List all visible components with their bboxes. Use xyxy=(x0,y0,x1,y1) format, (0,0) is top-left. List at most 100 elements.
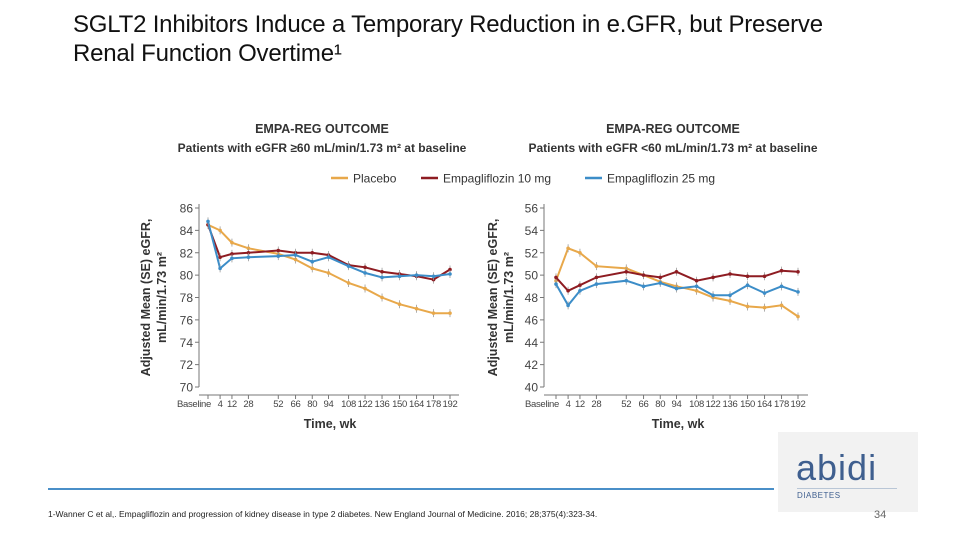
panel2-y-tick-label: 52 xyxy=(525,246,539,260)
panel1-y-tick-label: 80 xyxy=(180,269,194,283)
panel1-x-tick-label: 150 xyxy=(392,399,407,410)
panel2-series-placebo-point xyxy=(796,314,800,319)
panel2-series-empagliflozin-25-mg-point xyxy=(624,278,629,283)
panel1-x-tick-label: 136 xyxy=(375,399,390,410)
panel1-x-tick-label: 66 xyxy=(291,399,301,410)
panel1-series-empagliflozin-25-mg-point xyxy=(218,266,222,271)
logo-underline xyxy=(797,488,897,489)
panel1-x-tick-label: 108 xyxy=(341,399,356,410)
panel1-y-tick-label: 84 xyxy=(180,224,194,238)
panel2-series-empagliflozin-10-mg-point xyxy=(641,273,646,277)
panel2-series-empagliflozin-25-mg-point xyxy=(641,284,646,289)
panel1-series-empagliflozin-25-mg-point xyxy=(310,259,315,264)
panel2-series-empagliflozin-10-mg-point xyxy=(745,274,750,279)
legend-placebo-label: Placebo xyxy=(353,172,397,186)
panel2-x-tick-label: 178 xyxy=(774,399,789,410)
panel1-y-label-line2: mL/min/1.73 m² xyxy=(155,252,169,343)
panel2-series-empagliflozin-25-mg-point xyxy=(566,303,570,308)
panel1-series-empagliflozin-10-mg-point xyxy=(380,269,384,274)
panel1-series-empagliflozin-10-mg-point xyxy=(363,265,367,270)
panel2-series-empagliflozin-25-mg-point xyxy=(779,284,784,289)
panel2-series-empagliflozin-25-mg-point xyxy=(578,288,582,293)
logo-wordmark: abidi xyxy=(796,447,878,488)
panel1-series-placebo-point xyxy=(431,311,436,315)
panel1-x-tick-label: 178 xyxy=(426,399,441,410)
panel2-y-tick-label: 56 xyxy=(525,202,539,216)
panel2-x-tick-label: 122 xyxy=(706,399,721,410)
panel2-series-empagliflozin-25-mg-point xyxy=(728,293,732,298)
panel2-x-tick-label: 52 xyxy=(621,399,631,410)
panel1-series-placebo-point xyxy=(363,286,367,291)
panel1-series-empagliflozin-10-mg-point xyxy=(448,267,452,272)
panel2-series-empagliflozin-10-mg-point xyxy=(624,269,629,274)
panel1-series-empagliflozin-10-mg-point xyxy=(246,250,251,255)
panel1-series-empagliflozin-10-mg-point xyxy=(310,250,315,255)
panel1-series-empagliflozin-25-mg-point xyxy=(230,256,234,261)
panel1-series-placebo-line xyxy=(207,223,450,315)
panel2-y-label-line2: mL/min/1.73 m² xyxy=(502,252,516,343)
panel1-series-placebo-point xyxy=(246,246,251,251)
panel1-series-placebo-point xyxy=(397,302,402,307)
panel1-series-placebo-point xyxy=(218,228,222,233)
panel1-y-tick-label: 70 xyxy=(180,381,194,395)
panel1-x-tick-label: 12 xyxy=(227,399,237,410)
panel1-series-empagliflozin-25-mg-point xyxy=(448,272,452,276)
panel1-series-placebo-point xyxy=(414,306,419,311)
panel2-series-empagliflozin-25-mg-point xyxy=(711,293,715,298)
panel1-subtitle: Patients with eGFR ≥60 mL/min/1.73 m² at… xyxy=(178,141,467,155)
panel2-series-empagliflozin-25-mg-point xyxy=(796,290,800,294)
panel2-series-empagliflozin-10-mg-point xyxy=(578,283,582,287)
panel2-x-tick-label: Baseline xyxy=(525,399,559,410)
abidi-logo: abidi DIABETES xyxy=(778,432,918,512)
panel1-x-tick-label: 164 xyxy=(409,399,424,410)
panel2-series-empagliflozin-10-mg-point xyxy=(694,278,699,283)
panel1-series-empagliflozin-10-mg-point xyxy=(218,255,222,260)
slide-title: SGLT2 Inhibitors Induce a Temporary Redu… xyxy=(73,10,893,68)
panel2-y-tick-label: 54 xyxy=(525,224,539,238)
panel1-series-placebo-point xyxy=(346,281,351,285)
panel1-series-placebo-point xyxy=(310,266,315,271)
panel2-series-empagliflozin-10-mg-point xyxy=(566,288,570,293)
panel1-y-tick-label: 78 xyxy=(180,291,194,305)
panel2-x-tick-label: 66 xyxy=(639,399,649,410)
panel2-series-empagliflozin-10-mg-point xyxy=(594,275,599,280)
panel2-series-placebo-point xyxy=(779,303,784,308)
panel2-y-tick-label: 50 xyxy=(525,269,539,283)
panel1-x-tick-label: Baseline xyxy=(177,399,211,410)
page-number: 34 xyxy=(874,509,887,521)
legend-empagliflozin-25-mg-label: Empagliflozin 25 mg xyxy=(607,172,715,186)
panel1-y-tick-label: 72 xyxy=(180,358,194,372)
panel2-x-tick-label: 4 xyxy=(566,399,571,410)
panel2-series-empagliflozin-10-mg-point xyxy=(674,269,679,274)
panel1-x-tick-label: 192 xyxy=(443,399,458,410)
panel1-series-empagliflozin-10-mg-point xyxy=(230,252,234,256)
panel2-y-tick-label: 42 xyxy=(525,358,539,372)
panel2-subtitle: Patients with eGFR <60 mL/min/1.73 m² at… xyxy=(528,141,817,155)
panel2-series-placebo-point xyxy=(745,304,750,309)
footnote-reference: 1-Wanner C et al,. Empagliflozin and pro… xyxy=(48,509,598,519)
panel2-y-tick-label: 40 xyxy=(525,381,539,395)
panel2-y-tick-label: 44 xyxy=(525,336,539,350)
panel2-x-tick-label: 12 xyxy=(575,399,585,410)
panel2-series-placebo-line xyxy=(555,247,799,318)
slide-title-line1: SGLT2 Inhibitors Induce a Temporary Redu… xyxy=(73,11,823,38)
panel2-series-empagliflozin-10-mg-point xyxy=(554,275,558,280)
panel2-series-placebo-point xyxy=(566,246,570,251)
logo-subtitle: DIABETES xyxy=(797,491,841,500)
panel1-series-empagliflozin-25-mg-point xyxy=(206,219,210,224)
panel2-y-tick-label: 48 xyxy=(525,291,539,305)
panel1-series-empagliflozin-10-mg-point xyxy=(276,248,281,253)
panel2-x-tick-label: 28 xyxy=(591,399,601,410)
panel1-series-placebo-point xyxy=(448,311,452,315)
panel2-x-label: Time, wk xyxy=(652,417,705,431)
panel2-series-empagliflozin-25-mg-point xyxy=(762,291,767,295)
panel1-series-empagliflozin-25-mg-point xyxy=(414,273,419,277)
panel2-series-placebo-point xyxy=(578,250,582,255)
panel2-y-tick-label: 46 xyxy=(525,313,539,327)
panel2-series-empagliflozin-25-mg-point xyxy=(658,281,663,285)
panel2-series-empagliflozin-10-mg-point xyxy=(762,274,767,279)
panel2-title: EMPA-REG OUTCOME xyxy=(606,122,740,136)
panel1-series-placebo-point xyxy=(326,271,331,275)
panel1-series-empagliflozin-25-mg-point xyxy=(380,275,384,280)
